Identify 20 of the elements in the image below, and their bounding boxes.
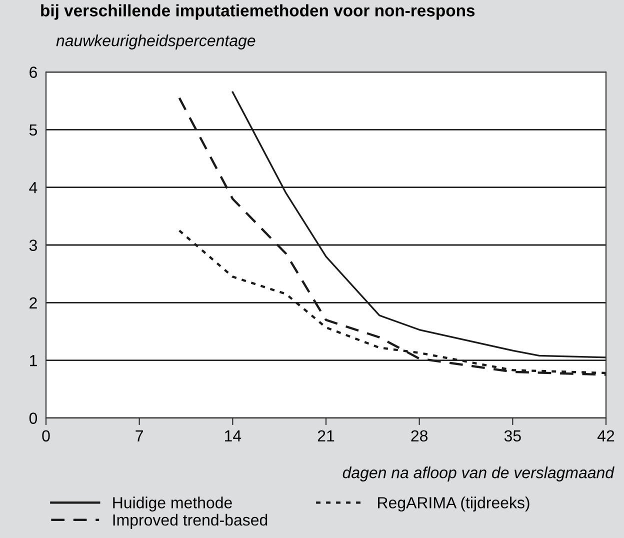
x-axis-title: dagen na afloop van de verslagmaand — [342, 466, 614, 482]
x-tick-label: 14 — [225, 430, 242, 442]
y-tick-label: 1 — [30, 355, 37, 366]
chart-title: bij verschillende imputatiemethoden voor non-respons — [41, 4, 475, 20]
legend-label: Improved trend-based — [113, 514, 268, 529]
y-tick-label: 0 — [29, 412, 38, 424]
y-axis-title: nauwkeurigheidspercentage — [56, 34, 256, 50]
y-tick-label: 5 — [29, 124, 37, 136]
legend-label: RegARIMA (tijdreeks) — [378, 496, 530, 512]
x-tick-label: 35 — [504, 430, 521, 442]
x-tick-label: 0 — [42, 430, 50, 442]
x-tick-label: 28 — [411, 430, 428, 442]
legend-label: Huidige methode — [113, 496, 232, 512]
y-tick-label: 6 — [30, 66, 37, 78]
y-tick-label: 4 — [29, 182, 38, 194]
x-tick-label: 21 — [318, 430, 334, 442]
x-tick-label: 7 — [136, 430, 143, 442]
y-tick-label: 2 — [30, 297, 37, 308]
x-tick-label: 42 — [597, 430, 614, 442]
y-tick-label: 3 — [29, 240, 37, 251]
